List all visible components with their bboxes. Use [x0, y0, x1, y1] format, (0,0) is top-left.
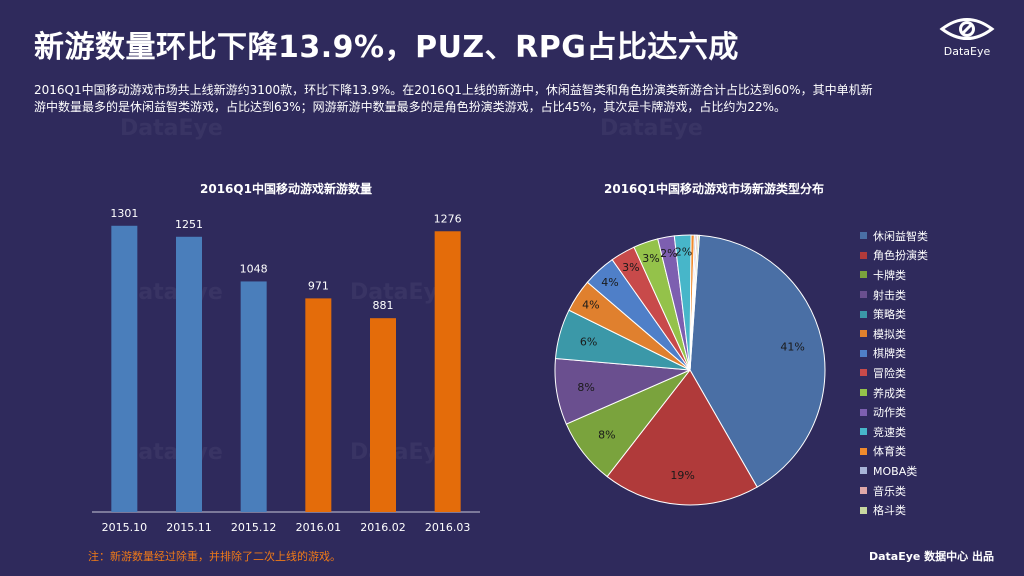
bar-value-label: 881 [373, 299, 394, 312]
x-tick-label: 2015.11 [166, 521, 212, 534]
legend-item: 动作类 [860, 402, 928, 422]
description: 2016Q1中国移动游戏市场共上线新游约3100款，环比下降13.9%。在201… [34, 82, 934, 116]
legend-swatch [860, 349, 867, 357]
pie-legend: 休闲益智类角色扮演类卡牌类射击类策略类模拟类棋牌类冒险类养成类动作类竞速类体育类… [860, 226, 928, 520]
legend-swatch [860, 271, 867, 279]
pie-slice [689, 234, 826, 488]
legend-item: 策略类 [860, 304, 928, 324]
pie-value-label: 2% [660, 247, 677, 260]
legend-label: 休闲益智类 [873, 229, 928, 243]
legend-label: 体育类 [873, 445, 906, 459]
bar [176, 236, 202, 512]
legend-item: MOBA类 [860, 461, 928, 481]
legend-label: 棋牌类 [873, 347, 906, 361]
legend-label: 动作类 [873, 406, 906, 420]
legend-label: 音乐类 [873, 484, 906, 498]
legend-item: 体育类 [860, 442, 928, 462]
pie-value-label: 3% [622, 261, 639, 274]
legend-label: 射击类 [873, 288, 906, 302]
eye-logo-icon [939, 18, 995, 40]
legend-label: MOBA类 [873, 464, 918, 478]
legend-label: 养成类 [873, 386, 906, 400]
pie-chart-title: 2016Q1中国移动游戏市场新游类型分布 [604, 182, 824, 196]
legend-item: 养成类 [860, 383, 928, 403]
legend-item: 模拟类 [860, 324, 928, 344]
legend-swatch [860, 467, 867, 475]
legend-label: 冒险类 [873, 366, 906, 380]
legend-swatch [860, 369, 867, 377]
pie-value-label: 2% [675, 245, 692, 258]
legend-swatch [860, 428, 867, 436]
legend-item: 棋牌类 [860, 344, 928, 364]
bar [111, 225, 138, 512]
legend-swatch [860, 232, 867, 240]
pie-slice [689, 234, 700, 371]
legend-label: 模拟类 [873, 327, 906, 341]
pie-value-label: 19% [670, 469, 694, 482]
pie-value-label: 8% [577, 381, 594, 394]
footer-credit: DataEye 数据中心 出品 [868, 550, 994, 563]
legend-label: 竞速类 [873, 425, 906, 439]
description-line: 游中数量最多的是休闲益智类游戏，占比达到63%；网游新游中数量最多的是角色扮演类… [34, 100, 787, 114]
dataeye-logo: DataEye [932, 14, 1002, 58]
bar-chart-title: 2016Q1中国移动游戏新游数量 [200, 182, 372, 196]
pie-value-label: 6% [580, 336, 597, 349]
legend-label: 格斗类 [873, 504, 906, 518]
x-tick-label: 2015.12 [231, 521, 277, 534]
legend-swatch [860, 408, 867, 416]
pie-value-label: 4% [601, 276, 618, 289]
pie-value-label: 4% [582, 299, 599, 312]
legend-label: 策略类 [873, 308, 906, 322]
pie-slice [606, 369, 758, 506]
x-tick-label: 2016.01 [296, 521, 342, 534]
legend-swatch [860, 487, 867, 495]
legend-swatch [860, 506, 867, 514]
legend-item: 射击类 [860, 285, 928, 305]
legend-swatch [860, 291, 867, 299]
legend-item: 冒险类 [860, 363, 928, 383]
page-title: 新游数量环比下降13.9%，PUZ、RPG占比达六成 [34, 30, 739, 65]
logo-text: DataEye [943, 45, 991, 58]
bar-value-label: 1251 [175, 218, 203, 231]
bar-value-label: 971 [308, 279, 329, 292]
pie-value-label: 3% [642, 252, 659, 265]
x-tick-label: 2016.03 [425, 521, 471, 534]
legend-item: 休闲益智类 [860, 226, 928, 246]
legend-swatch [860, 389, 867, 397]
x-tick-label: 2015.10 [102, 521, 148, 534]
legend-label: 卡牌类 [873, 268, 906, 282]
footnote: 注：新游数量经过除重，并排除了二次上线的游戏。 [88, 550, 341, 563]
bar-value-label: 1276 [434, 212, 462, 225]
description-line: 2016Q1中国移动游戏市场共上线新游约3100款，环比下降13.9%。在201… [34, 83, 873, 97]
pie-value-label: 41% [780, 340, 804, 353]
bar-value-label: 1048 [240, 262, 268, 275]
legend-label: 角色扮演类 [873, 249, 928, 263]
pie-value-label: 8% [598, 429, 615, 442]
legend-item: 角色扮演类 [860, 246, 928, 266]
legend-item: 格斗类 [860, 500, 928, 520]
legend-swatch [860, 330, 867, 338]
bar [240, 281, 267, 512]
legend-item: 竞速类 [860, 422, 928, 442]
x-tick-label: 2016.02 [360, 521, 406, 534]
legend-item: 音乐类 [860, 481, 928, 501]
bar [370, 318, 396, 512]
legend-swatch [860, 310, 867, 318]
bar [305, 298, 332, 512]
legend-item: 卡牌类 [860, 265, 928, 285]
legend-swatch [860, 447, 867, 455]
bar-value-label: 1301 [110, 207, 138, 220]
bar [434, 231, 461, 512]
legend-swatch [860, 251, 867, 259]
